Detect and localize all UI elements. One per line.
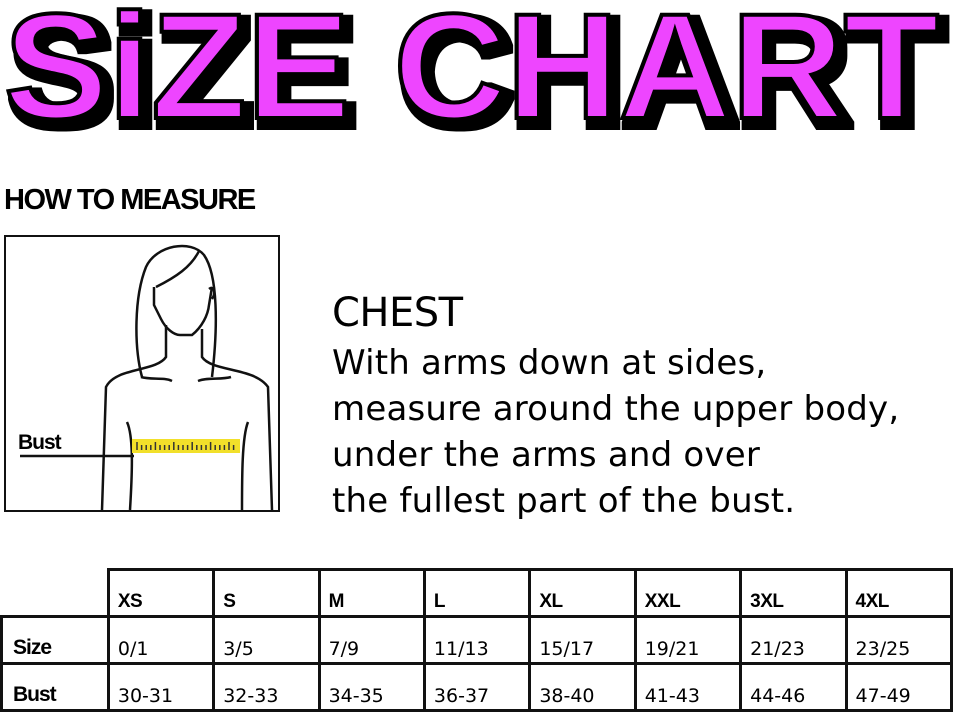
table-cell: 30-31 bbox=[106, 662, 216, 712]
table-cell: 34-35 bbox=[317, 662, 426, 712]
row-label: Bust bbox=[0, 662, 110, 712]
bust-label: Bust bbox=[18, 431, 62, 454]
title-text: SiZE CHART bbox=[4, 0, 939, 150]
measurement-figure: Bust bbox=[4, 235, 280, 512]
measuring-tape-icon bbox=[132, 439, 240, 453]
woman-outline-icon bbox=[20, 244, 274, 510]
chest-heading: CHEST bbox=[332, 290, 463, 336]
corner-cell bbox=[1, 569, 110, 618]
column-header: S bbox=[212, 568, 321, 618]
table-cell: 41-43 bbox=[633, 662, 743, 712]
table-cell: 3/5 bbox=[212, 615, 321, 665]
table-cell: 23/25 bbox=[844, 615, 953, 665]
table-cell: 44-46 bbox=[739, 662, 848, 712]
table-row: Bust 30-31 32-33 34-35 36-37 38-40 41-43… bbox=[0, 662, 953, 712]
table-cell: 0/1 bbox=[106, 615, 216, 665]
size-chart-title: SiZE CHART bbox=[2, 0, 941, 150]
table-cell: 7/9 bbox=[317, 615, 426, 665]
instruction-line: With arms down at sides, bbox=[332, 343, 767, 383]
table-cell: 21/23 bbox=[739, 615, 848, 665]
column-header: M bbox=[317, 568, 426, 618]
table-cell: 32-33 bbox=[212, 662, 321, 712]
instruction-line: the fullest part of the bust. bbox=[332, 481, 796, 521]
table-cell: 36-37 bbox=[422, 662, 532, 712]
table-cell: 15/17 bbox=[528, 615, 637, 665]
column-header: 3XL bbox=[739, 568, 848, 618]
instruction-line: under the arms and over bbox=[332, 435, 761, 475]
table-cell: 19/21 bbox=[633, 615, 743, 665]
column-header: XXL bbox=[633, 568, 743, 618]
column-header: 4XL bbox=[844, 568, 953, 618]
column-header: L bbox=[422, 568, 532, 618]
table-cell: 11/13 bbox=[422, 615, 532, 665]
size-table: XS S M L XL XXL 3XL 4XL Size 0/1 3/5 7/9… bbox=[0, 568, 953, 712]
table-row: Size 0/1 3/5 7/9 11/13 15/17 19/21 21/23… bbox=[0, 615, 953, 665]
column-header: XL bbox=[528, 568, 637, 618]
row-label: Size bbox=[0, 615, 110, 665]
how-to-measure-heading: HOW TO MEASURE bbox=[4, 184, 256, 216]
instruction-line: measure around the upper body, bbox=[332, 389, 900, 429]
table-cell: 47-49 bbox=[844, 662, 953, 712]
chest-instructions: With arms down at sides, measure around … bbox=[332, 340, 899, 524]
column-header: XS bbox=[106, 568, 216, 618]
table-cell: 38-40 bbox=[528, 662, 637, 712]
header-row: XS S M L XL XXL 3XL 4XL bbox=[1, 568, 953, 618]
